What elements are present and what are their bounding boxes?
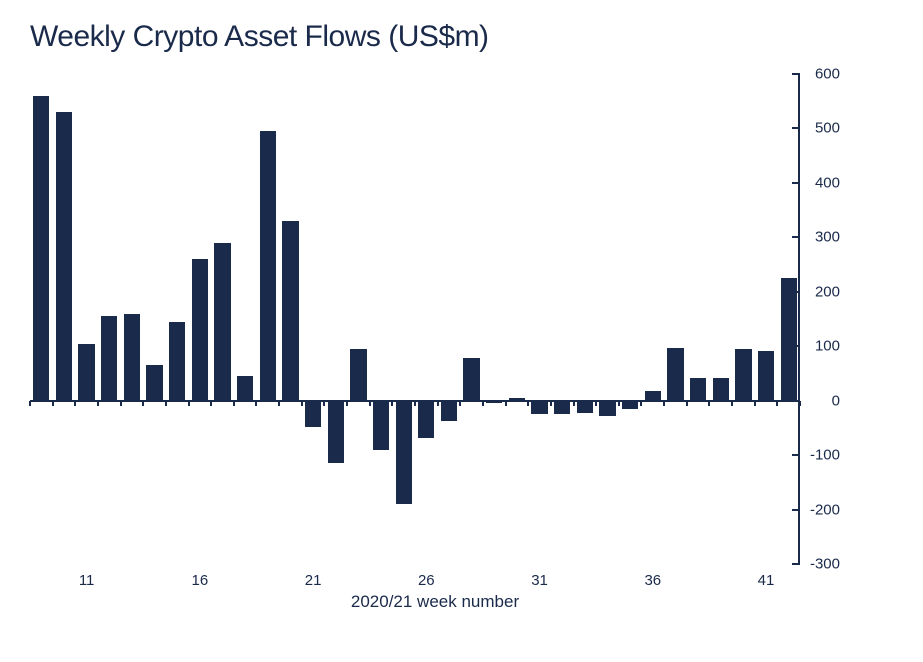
y-tick-label: 0 <box>832 392 840 409</box>
bar <box>486 401 502 404</box>
x-tick-label: 21 <box>305 572 322 589</box>
y-tick-mark <box>792 563 800 565</box>
bar <box>713 378 729 401</box>
bar <box>599 401 615 416</box>
y-tick-label: 100 <box>815 338 840 355</box>
x-tick-minor <box>505 401 507 406</box>
y-tick-label: 200 <box>815 283 840 300</box>
bar <box>667 348 683 401</box>
y-tick-mark <box>792 73 800 75</box>
x-tick-minor <box>301 401 303 406</box>
bar <box>214 243 230 401</box>
x-tick-minor <box>278 401 280 406</box>
bar <box>169 322 185 401</box>
x-tick-minor <box>391 401 393 406</box>
bar <box>33 96 49 401</box>
y-tick-mark <box>792 509 800 511</box>
bar <box>373 401 389 450</box>
x-tick-minor <box>618 401 620 406</box>
bar <box>463 358 479 400</box>
x-tick-label: 16 <box>192 572 209 589</box>
x-tick-minor <box>595 401 597 406</box>
x-tick-minor <box>437 401 439 406</box>
x-tick-minor <box>776 401 778 406</box>
y-tick-label: 300 <box>815 229 840 246</box>
x-tick-minor <box>142 401 144 406</box>
bar <box>441 401 457 422</box>
bar <box>146 365 162 400</box>
chart-area: -300-200-1000100200300400500600111621263… <box>30 74 880 594</box>
x-tick-minor <box>255 401 257 406</box>
bar <box>554 401 570 415</box>
bar <box>282 221 298 401</box>
bar <box>350 349 366 401</box>
x-tick-label: 31 <box>531 572 548 589</box>
x-tick-minor <box>188 401 190 406</box>
bar <box>577 401 593 413</box>
bar <box>56 112 72 401</box>
y-tick-label: 600 <box>815 66 840 83</box>
x-tick-minor <box>731 401 733 406</box>
x-tick-minor <box>97 401 99 406</box>
y-tick-label: 500 <box>815 120 840 137</box>
bar <box>758 351 774 401</box>
bar <box>396 401 412 504</box>
plot-area: -300-200-1000100200300400500600111621263… <box>30 74 840 564</box>
x-tick-label: 26 <box>418 572 435 589</box>
bar <box>78 344 94 401</box>
y-tick-mark <box>792 127 800 129</box>
y-tick-mark <box>792 182 800 184</box>
x-tick-minor <box>210 401 212 406</box>
bar <box>622 401 638 409</box>
x-tick-minor <box>640 401 642 406</box>
y-tick-label: -100 <box>810 447 840 464</box>
y-tick-label: -300 <box>810 556 840 573</box>
x-tick-minor <box>52 401 54 406</box>
x-tick-minor <box>573 401 575 406</box>
x-tick-minor <box>414 401 416 406</box>
x-tick-minor <box>686 401 688 406</box>
x-tick-minor <box>346 401 348 406</box>
x-tick-minor <box>120 401 122 406</box>
bar <box>418 401 434 438</box>
bar <box>645 391 661 401</box>
x-tick-label: 41 <box>758 572 775 589</box>
bar <box>328 401 344 464</box>
x-tick-minor <box>323 401 325 406</box>
x-tick-label: 11 <box>79 572 95 589</box>
x-tick-minor <box>74 401 76 406</box>
x-tick-minor <box>527 401 529 406</box>
y-tick-label: 400 <box>815 174 840 191</box>
y-axis-line <box>798 74 800 564</box>
y-tick-mark <box>792 236 800 238</box>
x-axis-label: 2020/21 week number <box>30 592 840 612</box>
bar <box>101 316 117 400</box>
y-tick-label: -200 <box>810 501 840 518</box>
x-tick-minor <box>233 401 235 406</box>
x-tick-minor <box>799 401 801 406</box>
x-tick-minor <box>482 401 484 406</box>
bar <box>260 131 276 401</box>
bar <box>781 278 797 401</box>
x-tick-label: 36 <box>644 572 661 589</box>
figure-container: Weekly Crypto Asset Flows (US$m) -300 -20… <box>0 0 923 662</box>
x-tick-minor <box>459 401 461 406</box>
bar <box>124 314 140 401</box>
bar <box>192 259 208 401</box>
x-tick-minor <box>754 401 756 406</box>
y-tick-mark <box>792 454 800 456</box>
x-tick-minor <box>550 401 552 406</box>
bar <box>690 378 706 401</box>
chart-title: Weekly Crypto Asset Flows (US$m) <box>30 20 893 54</box>
x-tick-minor <box>708 401 710 406</box>
x-tick-minor <box>663 401 665 406</box>
bar <box>531 401 547 415</box>
x-tick-minor <box>165 401 167 406</box>
x-tick-minor <box>369 401 371 406</box>
bar <box>509 398 525 401</box>
x-tick-minor <box>29 401 31 406</box>
bar <box>305 401 321 427</box>
bar <box>237 376 253 401</box>
bar <box>735 349 751 401</box>
